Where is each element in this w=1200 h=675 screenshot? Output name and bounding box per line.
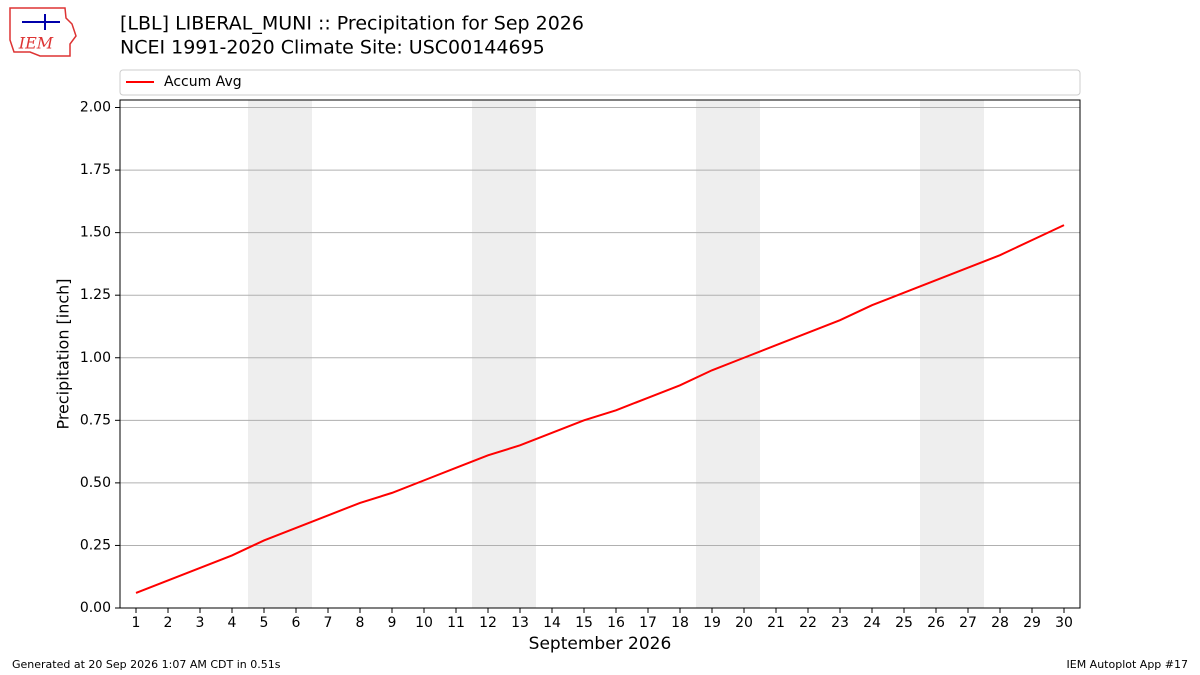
x-tick-label: 19 <box>703 615 721 631</box>
x-tick-label: 4 <box>228 615 237 631</box>
weekend-band <box>920 100 984 608</box>
x-tick-label: 26 <box>927 615 945 631</box>
y-tick-label: 0.00 <box>80 600 111 616</box>
weekend-band <box>472 100 536 608</box>
y-tick-label: 0.25 <box>80 537 111 553</box>
footer-left: Generated at 20 Sep 2026 1:07 AM CDT in … <box>12 658 281 671</box>
x-tick-label: 20 <box>735 615 753 631</box>
x-tick-label: 15 <box>575 615 593 631</box>
x-tick-label: 27 <box>959 615 977 631</box>
footer-right: IEM Autoplot App #17 <box>1067 658 1189 671</box>
y-tick-label: 1.50 <box>80 225 111 241</box>
x-tick-label: 10 <box>415 615 433 631</box>
y-tick-label: 2.00 <box>80 100 111 116</box>
x-tick-label: 2 <box>164 615 173 631</box>
x-tick-label: 5 <box>260 615 269 631</box>
y-axis-label: Precipitation [inch] <box>54 278 73 429</box>
x-tick-label: 17 <box>639 615 657 631</box>
x-tick-label: 29 <box>1023 615 1041 631</box>
x-tick-label: 1 <box>132 615 141 631</box>
chart-subtitle: NCEI 1991-2020 Climate Site: USC00144695 <box>120 37 545 59</box>
x-tick-label: 9 <box>388 615 397 631</box>
x-tick-label: 14 <box>543 615 561 631</box>
chart-title: [LBL] LIBERAL_MUNI :: Precipitation for … <box>120 13 584 35</box>
x-tick-label: 6 <box>292 615 301 631</box>
logo: IEM <box>9 7 77 57</box>
x-tick-label: 11 <box>447 615 465 631</box>
y-tick-label: 1.25 <box>80 287 111 303</box>
logo-outline <box>9 7 77 57</box>
y-tick-label: 1.00 <box>80 350 111 366</box>
x-tick-label: 7 <box>324 615 333 631</box>
x-tick-label: 8 <box>356 615 365 631</box>
x-tick-label: 25 <box>895 615 913 631</box>
y-tick-label: 1.75 <box>80 162 111 178</box>
x-tick-label: 28 <box>991 615 1009 631</box>
x-tick-label: 12 <box>479 615 497 631</box>
legend-label: Accum Avg <box>164 74 242 90</box>
x-tick-label: 24 <box>863 615 881 631</box>
x-tick-label: 21 <box>767 615 785 631</box>
y-tick-label: 0.50 <box>80 475 111 491</box>
plot-frame <box>119 99 1081 609</box>
x-axis-label: September 2026 <box>529 634 672 654</box>
x-tick-label: 3 <box>196 615 205 631</box>
y-tick-label: 0.75 <box>80 412 111 428</box>
x-tick-label: 22 <box>799 615 817 631</box>
x-tick-label: 16 <box>607 615 625 631</box>
x-tick-label: 13 <box>511 615 529 631</box>
x-tick-label: 30 <box>1055 615 1073 631</box>
logo-text: IEM <box>18 34 54 53</box>
x-tick-label: 18 <box>671 615 689 631</box>
x-tick-label: 23 <box>831 615 849 631</box>
weekend-band <box>696 100 760 608</box>
weekend-band <box>248 100 312 608</box>
series-line <box>135 224 1065 594</box>
legend-box <box>119 69 1081 96</box>
